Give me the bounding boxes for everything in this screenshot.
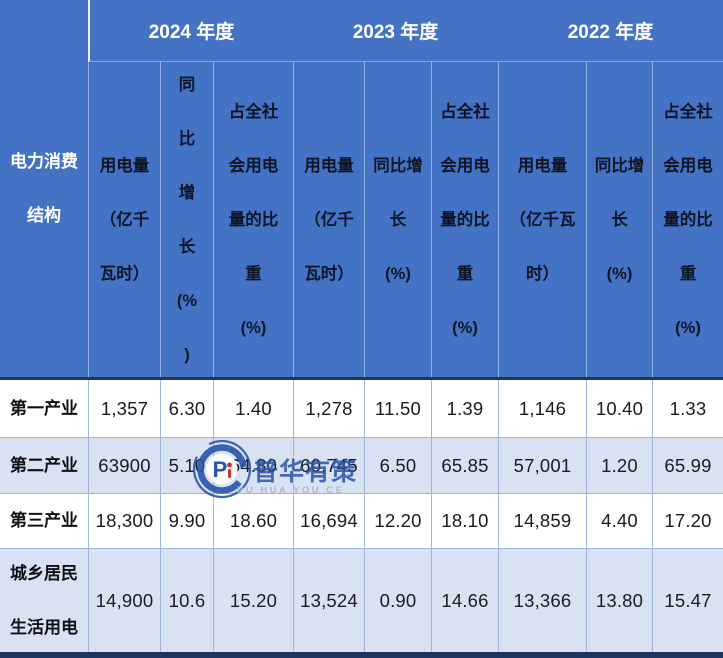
column-header-2022-share: 占全社 会用电 量的比 重 (%) (652, 62, 723, 377)
row-label-primary-industry: 第一产业 (0, 380, 88, 437)
year-header-2024: 2024 年度 (88, 0, 293, 62)
data-cell: 13,366 (498, 548, 586, 652)
row-label-tertiary-industry: 第三产业 (0, 493, 88, 548)
data-cell: 6.30 (160, 380, 213, 437)
data-cell: 17.20 (652, 493, 723, 548)
column-header-2022-consumption: 用电量 （亿千瓦 时） (498, 62, 586, 377)
data-cell: 64.80 (213, 437, 293, 493)
data-cell: 18.10 (431, 493, 498, 548)
data-cell: 10.40 (586, 380, 652, 437)
data-cell: 15.20 (213, 548, 293, 652)
data-cell: 0.90 (364, 548, 431, 652)
data-cell: 9.90 (160, 493, 213, 548)
data-cell: 1,146 (498, 380, 586, 437)
data-cell: 1.40 (213, 380, 293, 437)
data-cell: 5.10 (160, 437, 213, 493)
column-header-2023-share: 占全社 会用电 量的比 重 (%) (431, 62, 498, 377)
corner-header-power-consumption-structure: 电力消费 结构 (0, 0, 88, 377)
data-cell: 65.99 (652, 437, 723, 493)
data-cell: 65.85 (431, 437, 498, 493)
data-cell: 12.20 (364, 493, 431, 548)
data-cell: 14,859 (498, 493, 586, 548)
row-label-secondary-industry: 第二产业 (0, 437, 88, 493)
data-cell: 57,001 (498, 437, 586, 493)
bottom-navy-strip (0, 652, 723, 658)
year-header-2022: 2022 年度 (498, 0, 723, 62)
data-cell: 63900 (88, 437, 160, 493)
data-cell: 4.40 (586, 493, 652, 548)
data-cell: 18,300 (88, 493, 160, 548)
data-cell: 1,357 (88, 380, 160, 437)
column-header-2024-yoy-growth: 同 比 增 长 (% ) (160, 62, 213, 377)
column-header-2024-share: 占全社 会用电 量的比 重 (%) (213, 62, 293, 377)
column-header-2023-yoy-growth: 同比增 长 (%) (364, 62, 431, 377)
data-cell: 15.47 (652, 548, 723, 652)
data-cell: 1.33 (652, 380, 723, 437)
data-cell: 14.66 (431, 548, 498, 652)
header-data-divider (0, 377, 723, 380)
data-cell: 13,524 (293, 548, 364, 652)
data-cell: 1,278 (293, 380, 364, 437)
year-header-2023: 2023 年度 (293, 0, 498, 62)
data-cell: 1.39 (431, 380, 498, 437)
data-cell: 60,745 (293, 437, 364, 493)
data-cell: 6.50 (364, 437, 431, 493)
column-header-2022-yoy-growth: 同比增 长 (%) (586, 62, 652, 377)
data-cell: 13.80 (586, 548, 652, 652)
column-header-2024-consumption: 用电量 （亿千 瓦时） (88, 62, 160, 377)
row-label-residential: 城乡居民 生活用电 (0, 548, 88, 652)
data-cell: 1.20 (586, 437, 652, 493)
data-cell: 11.50 (364, 380, 431, 437)
column-header-2023-consumption: 用电量 （亿千 瓦时） (293, 62, 364, 377)
data-cell: 16,694 (293, 493, 364, 548)
data-cell: 14,900 (88, 548, 160, 652)
data-cell: 18.60 (213, 493, 293, 548)
data-cell: 10.6 (160, 548, 213, 652)
